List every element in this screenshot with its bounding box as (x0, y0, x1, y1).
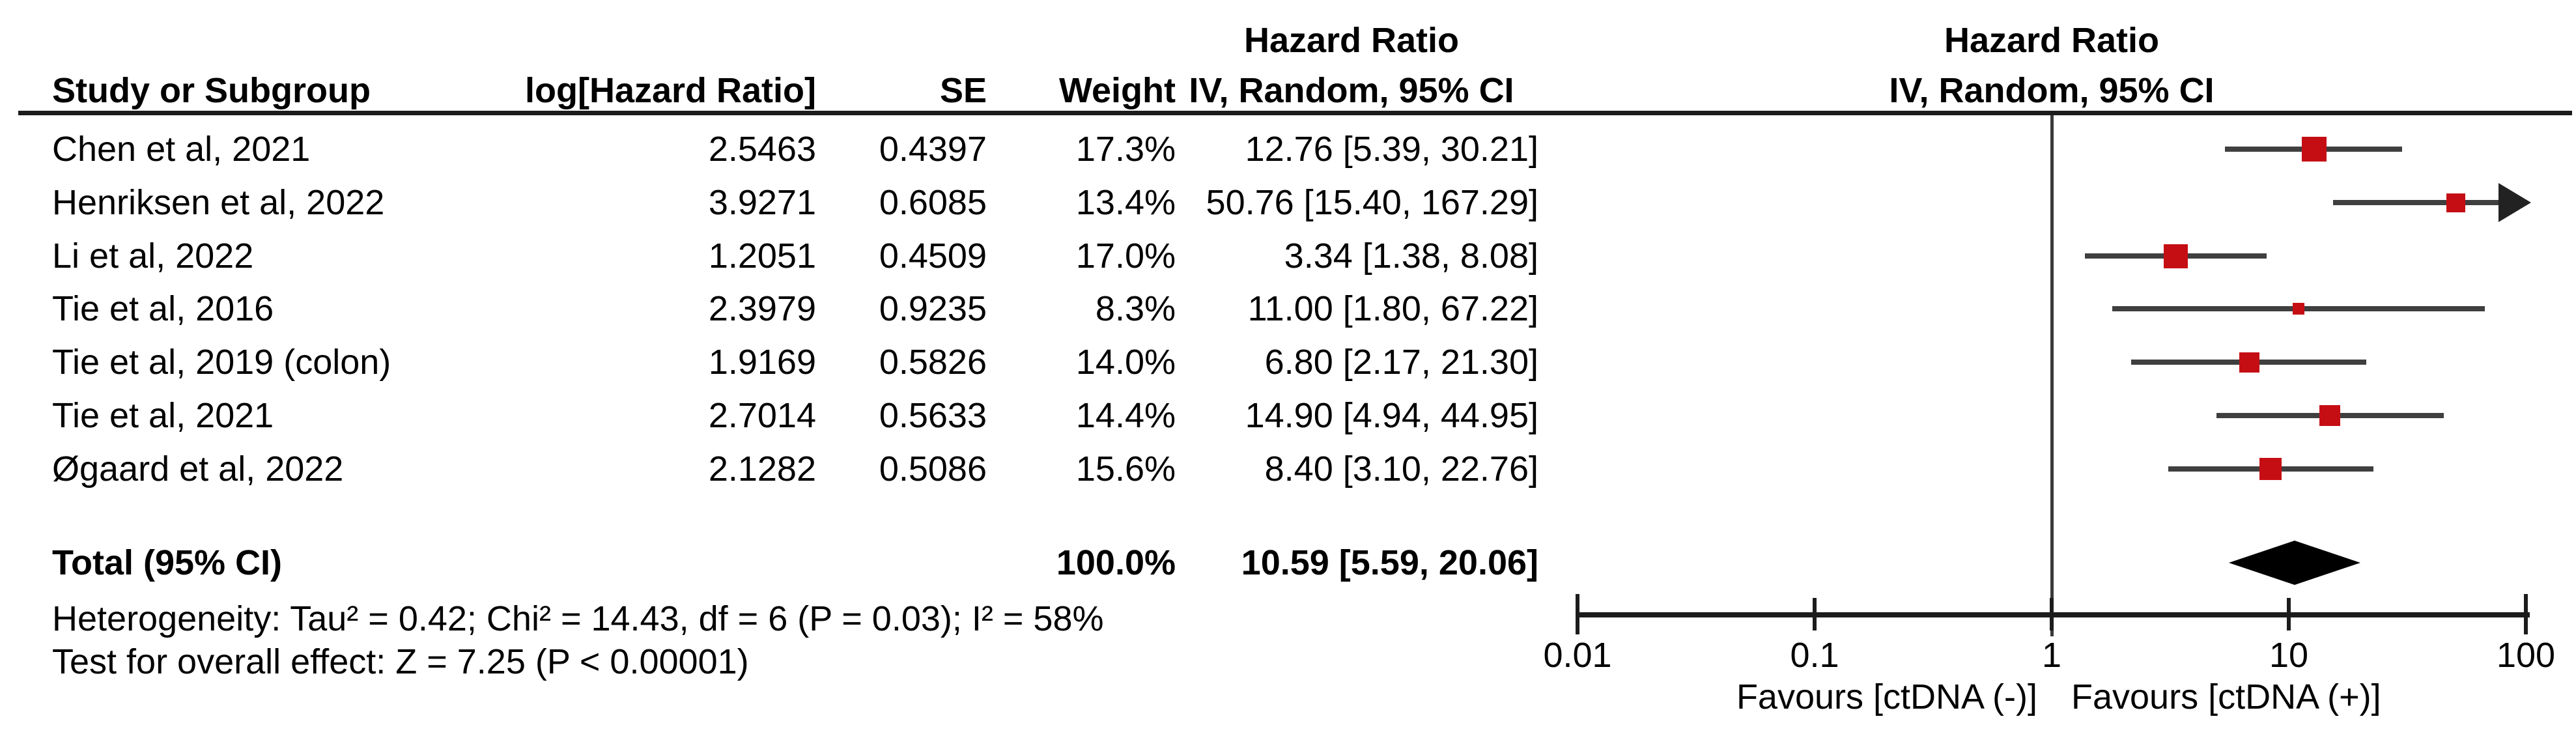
study-weight-value: 13.4% (1075, 183, 1176, 222)
study-loghr-value: 2.3979 (708, 289, 816, 328)
column-header-study: Study or Subgroup (52, 71, 371, 110)
column-header-se: SE (939, 71, 987, 110)
effect-marker (2302, 137, 2327, 162)
overall-effect-text: Test for overall effect: Z = 7.25 (P < 0… (52, 642, 749, 681)
axis-tick (1813, 598, 1817, 630)
study-ci-text: 11.00 [1.80, 67.22] (1247, 289, 1538, 328)
study-se-value: 0.4509 (879, 236, 987, 276)
effect-marker (2446, 193, 2465, 212)
study-se-value: 0.4397 (879, 130, 987, 169)
study-se-value: 0.5633 (879, 396, 987, 435)
study-loghr-value: 3.9271 (708, 183, 816, 222)
favours-right-label: Favours [ctDNA (+)] (2071, 677, 2381, 716)
header-rule (18, 111, 2572, 115)
heterogeneity-text: Heterogeneity: Tau² = 0.42; Chi² = 14.43… (52, 599, 1104, 638)
favours-left-label: Favours [ctDNA (-)] (1736, 677, 2037, 716)
plot-header-line1: Hazard Ratio (1944, 21, 2160, 60)
study-ci-text: 50.76 [15.40, 167.29] (1206, 183, 1538, 222)
column-header-weight: Weight (1059, 71, 1176, 110)
study-ci-text: 14.90 [4.94, 44.95] (1245, 396, 1538, 435)
study-name: Tie et al, 2019 (colon) (52, 343, 391, 382)
axis-tick-label: 0.01 (1543, 636, 1612, 675)
study-loghr-value: 1.9169 (708, 343, 816, 382)
study-loghr-value: 2.5463 (708, 130, 816, 169)
axis-tick-label: 10 (2269, 636, 2309, 675)
total-ci-text: 10.59 [5.59, 20.06] (1241, 543, 1538, 582)
study-loghr-value: 1.2051 (708, 236, 816, 276)
arrow-right-icon (2498, 183, 2531, 222)
ci-line (2333, 200, 2500, 205)
estimate-column-header-line1: Hazard Ratio (1243, 21, 1460, 60)
effect-marker (2259, 458, 2282, 480)
study-name: Chen et al, 2021 (52, 130, 311, 169)
study-ci-text: 6.80 [2.17, 21.30] (1264, 343, 1538, 382)
axis-tick (2524, 594, 2528, 634)
study-weight-value: 17.0% (1075, 236, 1176, 276)
study-name: Tie et al, 2016 (52, 289, 274, 328)
study-name: Tie et al, 2021 (52, 396, 274, 435)
study-se-value: 0.9235 (879, 289, 987, 328)
estimate-column-header-line2: IV, Random, 95% CI (1189, 71, 1514, 110)
study-se-value: 0.5086 (879, 449, 987, 488)
plot-header-line2: IV, Random, 95% CI (1889, 71, 2215, 110)
study-ci-text: 8.40 [3.10, 22.76] (1264, 449, 1538, 488)
effect-marker (2293, 303, 2304, 315)
axis-tick (1576, 594, 1579, 634)
study-weight-value: 14.4% (1075, 396, 1176, 435)
study-weight-value: 14.0% (1075, 343, 1176, 382)
axis-tick (2287, 598, 2291, 630)
study-loghr-value: 2.7014 (708, 396, 816, 435)
total-weight: 100.0% (1056, 543, 1176, 582)
axis-tick (2050, 598, 2054, 630)
study-weight-value: 17.3% (1075, 130, 1176, 169)
study-name: Øgaard et al, 2022 (52, 449, 344, 488)
study-weight-value: 15.6% (1075, 449, 1176, 488)
study-loghr-value: 2.1282 (708, 449, 816, 488)
summary-diamond (2229, 541, 2360, 585)
study-name: Henriksen et al, 2022 (52, 183, 385, 222)
total-label: Total (95% CI) (52, 543, 283, 582)
study-se-value: 0.6085 (879, 183, 987, 222)
axis-tick-label: 100 (2496, 636, 2556, 675)
null-effect-line (2050, 115, 2054, 636)
axis-tick-label: 0.1 (1790, 636, 1839, 675)
study-ci-text: 3.34 [1.38, 8.08] (1284, 236, 1538, 276)
axis-tick-label: 1 (2041, 636, 2062, 675)
column-header-loghr: log[Hazard Ratio] (524, 71, 816, 110)
study-name: Li et al, 2022 (52, 236, 254, 276)
study-weight-value: 8.3% (1095, 289, 1176, 328)
study-ci-text: 12.76 [5.39, 30.21] (1245, 130, 1538, 169)
effect-marker (2239, 352, 2259, 373)
effect-marker (2164, 244, 2188, 268)
effect-marker (2319, 405, 2340, 426)
x-axis-line (1578, 612, 2530, 617)
study-se-value: 0.5826 (879, 343, 987, 382)
